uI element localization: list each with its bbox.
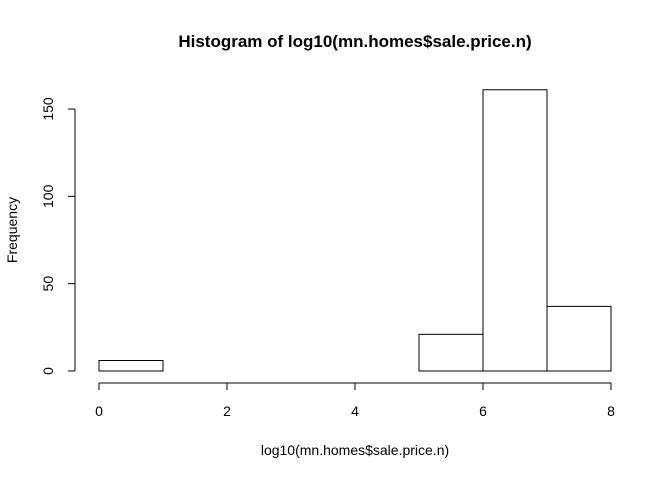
x-tick-label: 2 (223, 403, 231, 419)
y-axis-label: Frequency (4, 197, 20, 263)
y-tick-label: 100 (40, 184, 56, 208)
chart-title: Histogram of log10(mn.homes$sale.price.n… (178, 32, 531, 51)
histogram-bars (98, 89, 612, 372)
histogram-bar-5 (418, 333, 484, 372)
histogram-bar-0 (98, 360, 164, 372)
x-axis-label: log10(mn.homes$sale.price.n) (261, 442, 449, 458)
y-axis: 0 50 100 150 (40, 97, 76, 375)
histogram-bar-7 (546, 305, 612, 372)
x-tick-label: 4 (351, 403, 359, 419)
x-tick-label: 0 (95, 403, 103, 419)
y-tick-label: 150 (40, 97, 56, 121)
y-tick-label: 0 (40, 367, 56, 375)
x-tick-label: 6 (479, 403, 487, 419)
y-tick-label: 50 (40, 276, 56, 292)
x-tick-label: 8 (607, 403, 615, 419)
x-axis: 0 2 4 6 8 (95, 382, 615, 419)
histogram-bar-6 (482, 89, 548, 372)
